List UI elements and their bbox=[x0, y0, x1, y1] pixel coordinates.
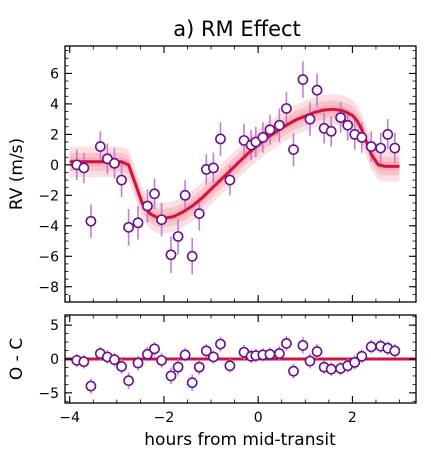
data-point bbox=[123, 221, 135, 233]
y-tick-label: −6 bbox=[38, 249, 59, 265]
rv-y-axis-label: RV (m/s) bbox=[7, 138, 27, 210]
y-tick-label: 0 bbox=[50, 158, 59, 174]
data-point bbox=[142, 348, 153, 360]
data-point bbox=[311, 346, 323, 357]
uncertainty-band bbox=[69, 104, 400, 223]
data-point bbox=[109, 354, 120, 366]
data-point bbox=[149, 188, 160, 200]
data-point bbox=[156, 354, 167, 366]
data-point bbox=[94, 141, 106, 152]
data-point bbox=[342, 119, 354, 131]
data-point bbox=[193, 208, 205, 220]
data-point bbox=[325, 125, 337, 137]
y-tick-label: 0 bbox=[50, 352, 59, 368]
data-point bbox=[172, 361, 184, 373]
data-point bbox=[156, 214, 167, 226]
data-point bbox=[311, 84, 323, 96]
y-tick-label: −4 bbox=[38, 219, 59, 235]
data-point bbox=[224, 360, 236, 372]
data-point bbox=[349, 356, 361, 368]
data-point bbox=[215, 338, 226, 350]
data-point bbox=[208, 351, 219, 363]
data-point bbox=[389, 142, 401, 154]
data-point bbox=[356, 350, 368, 362]
data-point bbox=[304, 113, 316, 125]
x-tick-label: 0 bbox=[254, 410, 263, 426]
data-point bbox=[375, 142, 387, 154]
data-point bbox=[325, 363, 337, 375]
data-point bbox=[365, 141, 377, 152]
data-point bbox=[382, 128, 394, 140]
residual-y-ticks: −5 0 5 bbox=[38, 316, 416, 402]
data-point bbox=[297, 74, 309, 85]
data-point bbox=[389, 345, 401, 357]
x-tick-label: −4 bbox=[59, 410, 80, 426]
data-point bbox=[273, 348, 285, 359]
data-point bbox=[215, 133, 226, 145]
x-tick-label: −2 bbox=[154, 410, 175, 426]
data-point bbox=[297, 340, 309, 351]
x-axis-label: hours from mid-transit bbox=[144, 430, 336, 450]
y-tick-label: 4 bbox=[50, 97, 59, 113]
data-point bbox=[193, 361, 205, 373]
residual-x-ticks: −4 −2 0 2 bbox=[59, 315, 400, 426]
x-tick-label: 2 bbox=[348, 410, 357, 426]
rv-data-points bbox=[71, 74, 401, 262]
data-point bbox=[288, 144, 299, 156]
data-point bbox=[257, 132, 269, 143]
data-point bbox=[109, 157, 120, 169]
data-point bbox=[85, 215, 97, 227]
data-point bbox=[281, 338, 292, 349]
rv-x-ticks bbox=[69, 46, 400, 302]
y-tick-label: 2 bbox=[50, 127, 59, 143]
data-point bbox=[200, 345, 212, 357]
data-point bbox=[264, 124, 276, 136]
residual-panel: −5 0 5 −4 −2 0 2 O - C hours from mid-transit bbox=[7, 314, 417, 450]
data-point bbox=[172, 231, 184, 242]
chart-title: a) RM Effect bbox=[173, 17, 301, 41]
model-uncertainty-band bbox=[69, 94, 400, 234]
data-point bbox=[365, 341, 377, 353]
residual-data-points bbox=[71, 338, 401, 392]
data-point bbox=[116, 174, 127, 186]
data-point bbox=[165, 370, 177, 382]
data-point bbox=[186, 377, 198, 389]
rv-panel: −8 −6 −4 −2 0 2 4 6 RV (m/s) bbox=[7, 45, 417, 303]
y-tick-label: −2 bbox=[38, 188, 59, 204]
data-point bbox=[132, 217, 144, 229]
y-tick-label: −5 bbox=[38, 386, 59, 402]
data-point bbox=[186, 250, 198, 262]
data-point bbox=[179, 189, 191, 201]
data-point bbox=[78, 356, 90, 368]
y-tick-label: 6 bbox=[50, 66, 59, 82]
data-point bbox=[288, 365, 299, 377]
data-point bbox=[264, 348, 276, 360]
y-tick-label: −8 bbox=[38, 280, 59, 296]
data-point bbox=[335, 112, 347, 124]
data-point bbox=[356, 132, 368, 143]
data-point bbox=[116, 361, 127, 372]
data-point bbox=[123, 375, 135, 387]
data-point bbox=[142, 200, 153, 212]
rv-panel-frame bbox=[64, 45, 417, 303]
data-point bbox=[149, 343, 160, 355]
residual-y-axis-label: O - C bbox=[7, 338, 27, 380]
data-point bbox=[281, 103, 292, 114]
data-point bbox=[165, 249, 177, 261]
data-point bbox=[304, 355, 316, 367]
data-point bbox=[273, 119, 285, 131]
data-point bbox=[85, 380, 97, 392]
y-tick-label: 5 bbox=[50, 318, 59, 334]
rv-y-ticks: −8 −6 −4 −2 0 2 4 6 bbox=[38, 50, 416, 303]
data-point bbox=[208, 162, 219, 174]
data-point bbox=[179, 349, 191, 361]
data-point bbox=[224, 174, 236, 186]
data-point bbox=[132, 357, 144, 369]
data-point bbox=[78, 162, 90, 174]
